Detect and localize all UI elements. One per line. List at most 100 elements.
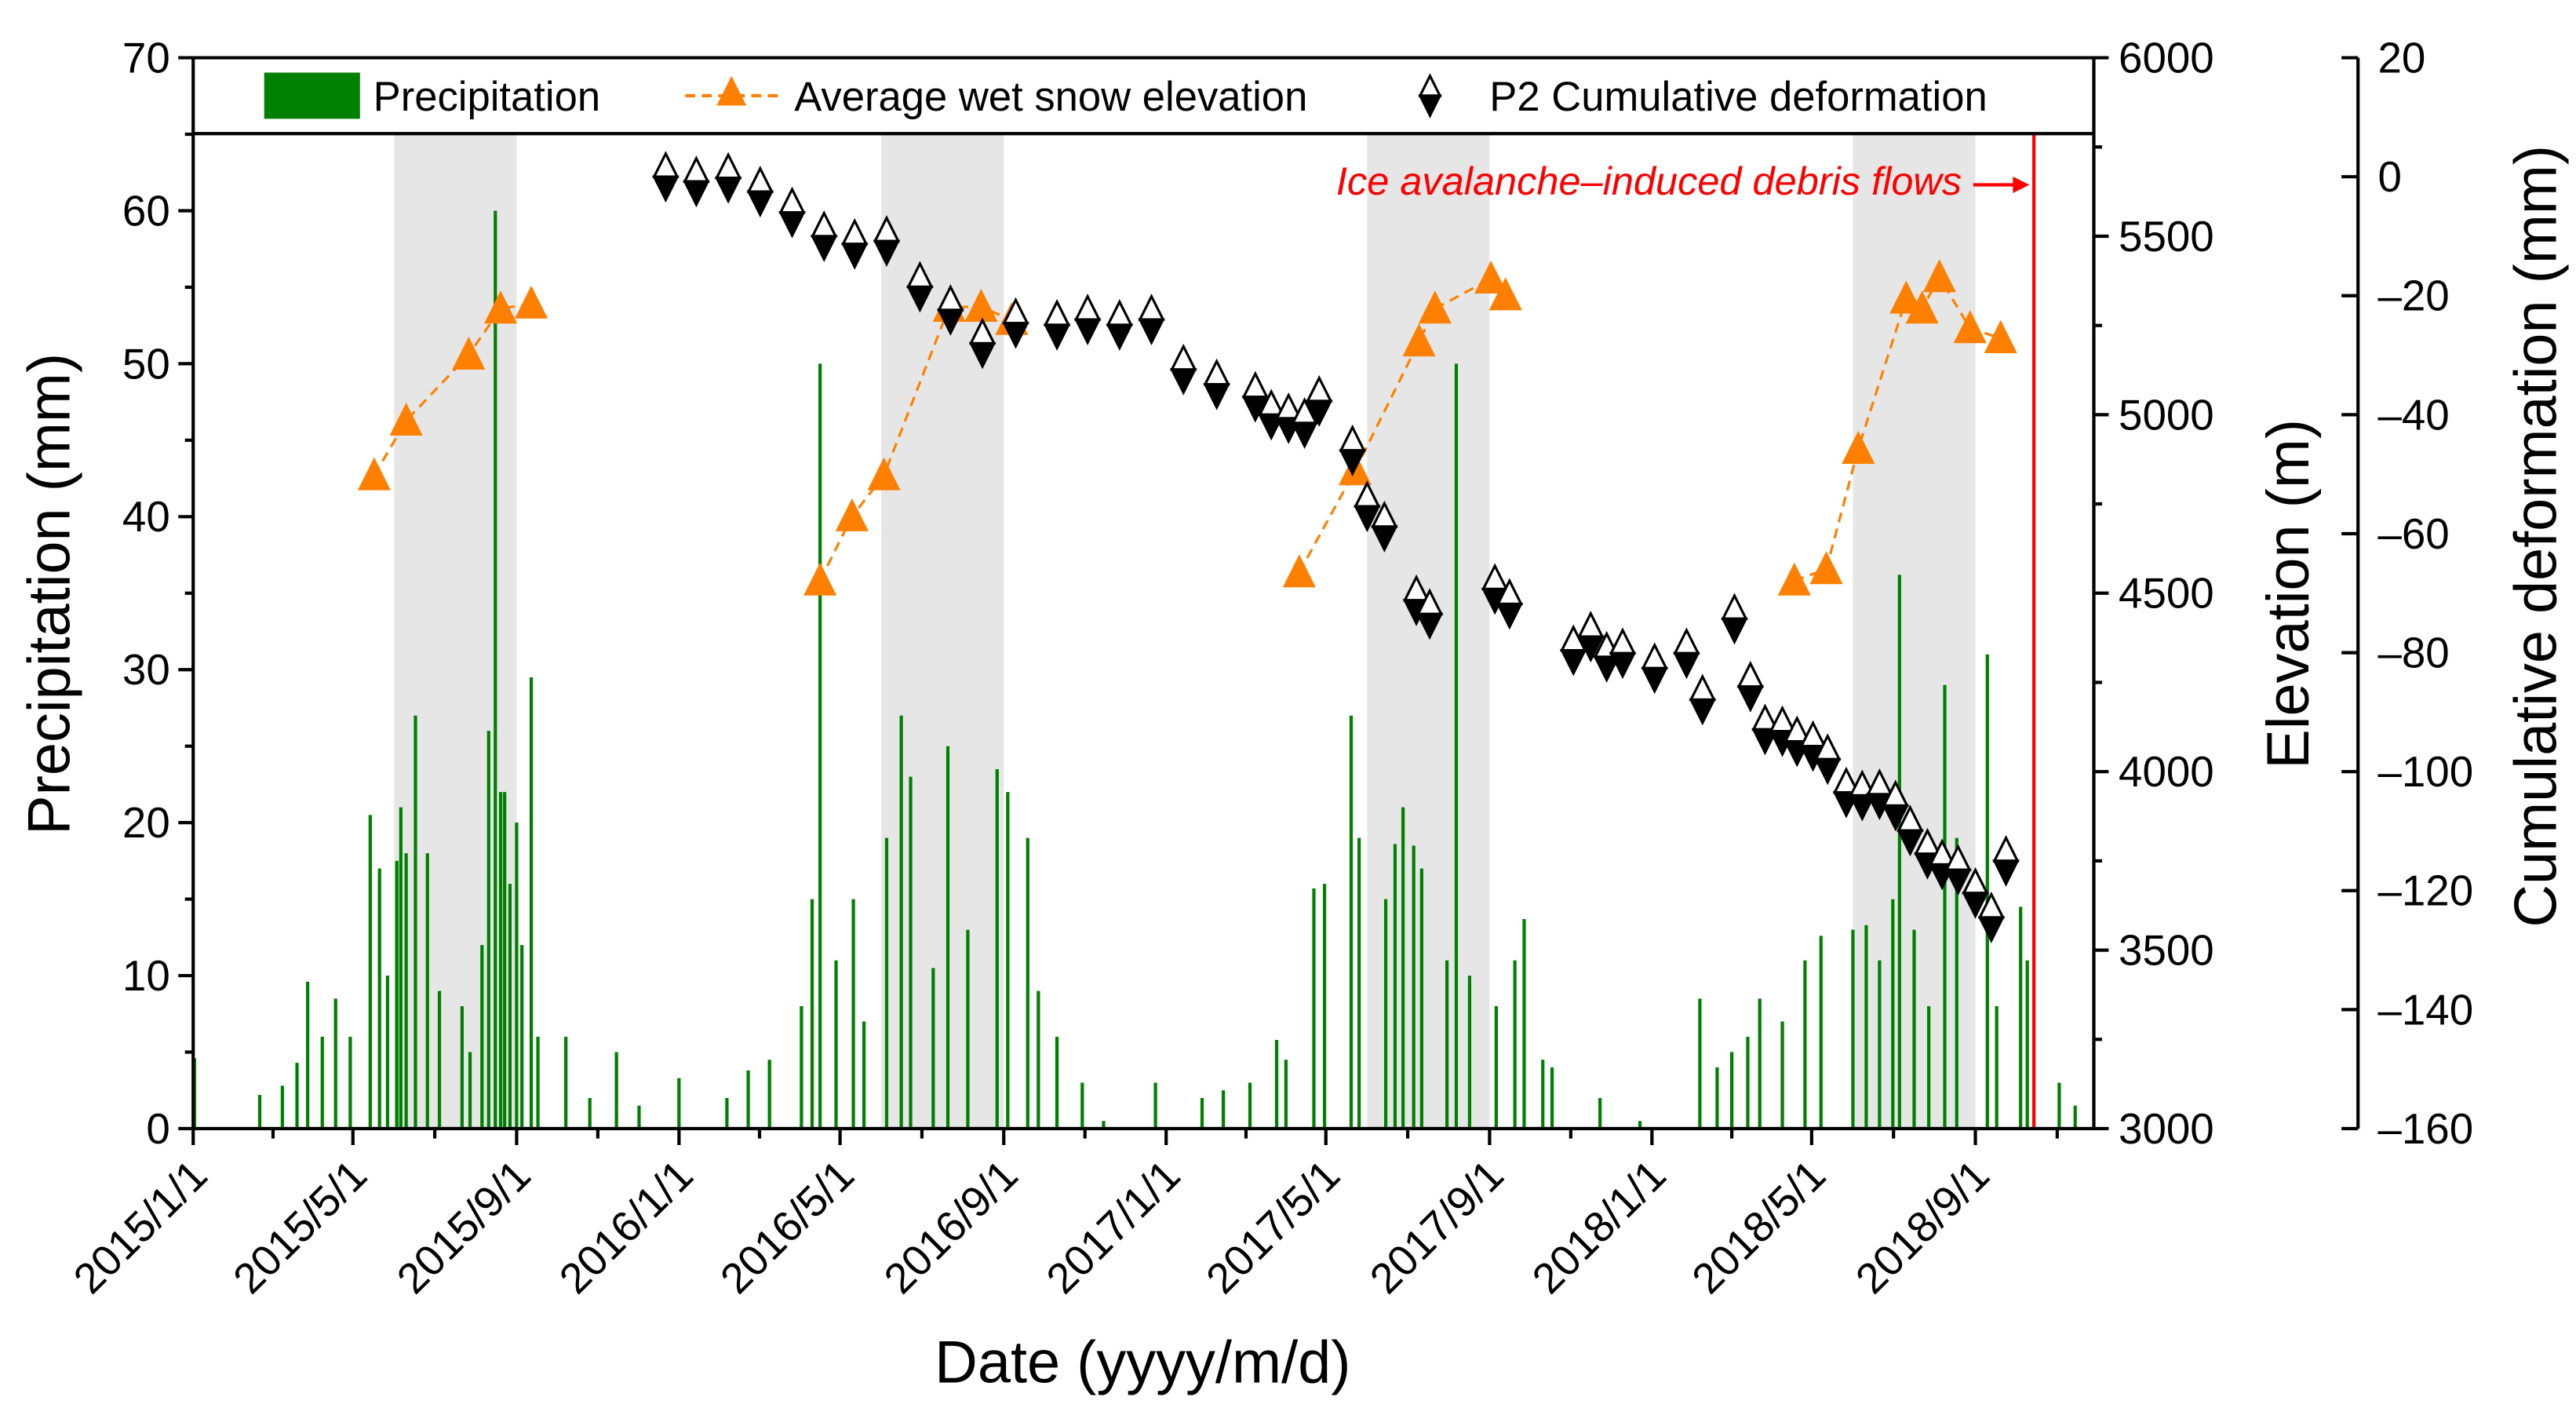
deformation-point-bottom <box>746 190 774 218</box>
snow-point <box>867 457 901 491</box>
deformation-point-top <box>1689 673 1717 702</box>
deformation-point-bottom <box>778 211 806 239</box>
snow-point <box>803 562 837 596</box>
deformation-tick-label: –40 <box>2377 390 2449 439</box>
deformation-point <box>652 151 680 203</box>
deformation-point <box>1577 611 1605 663</box>
x-axis-title: Date (yyyy/m/d) <box>935 1330 1350 1396</box>
deformation-point <box>1354 480 1381 533</box>
deformation-point-bottom <box>1291 421 1318 449</box>
deformation-point <box>1339 424 1366 476</box>
deformation-point <box>810 210 838 262</box>
deformation-point <box>1944 844 1972 896</box>
snow-point <box>1905 290 1939 324</box>
deformation-point <box>1721 593 1748 645</box>
snow-point <box>1418 290 1452 324</box>
deformation-point <box>1992 834 2020 887</box>
left-tick-label: 30 <box>122 645 170 694</box>
deformation-point-bottom <box>1721 617 1748 645</box>
elevation-tick-label: 3500 <box>2119 926 2214 975</box>
legend-precip-label: Precipitation <box>373 74 600 120</box>
deformation-point-bottom <box>937 308 964 336</box>
elevation-tick-label: 5500 <box>2119 212 2214 261</box>
deformation-point <box>1689 673 1717 726</box>
event-annotation: Ice avalanche–induced debris flows <box>1336 159 1962 203</box>
deformation-point <box>1106 298 1134 351</box>
deformation-point-bottom <box>1751 728 1779 756</box>
x-tick-label: 2018/9/1 <box>1846 1151 1998 1303</box>
snow-point <box>1842 430 1875 464</box>
deformation-tick-label: –20 <box>2377 272 2449 320</box>
x-tick-label: 2015/9/1 <box>388 1151 540 1303</box>
deformation-point <box>1002 297 1029 349</box>
deformation-point <box>1496 578 1524 630</box>
deformation-point <box>1241 370 1270 423</box>
x-tick-label: 2017/9/1 <box>1360 1151 1512 1303</box>
snow-point <box>389 402 423 436</box>
left-tick-label: 50 <box>122 339 170 388</box>
snow-point <box>1282 554 1316 588</box>
snow-point <box>515 285 548 319</box>
snow-point <box>357 457 391 491</box>
elevation-axis-title: Elevation (m) <box>2255 419 2322 769</box>
elevation-tick-label: 4000 <box>2119 747 2214 796</box>
deformation-point <box>1043 298 1071 351</box>
x-tick-label: 2015/1/1 <box>64 1151 216 1303</box>
deformation-point-top <box>1609 627 1637 655</box>
deformation-point <box>1138 294 1165 346</box>
snow-point <box>1809 551 1843 585</box>
deformation-point-bottom <box>1962 892 1989 919</box>
deformation-point-bottom <box>1593 655 1620 683</box>
deformation-point <box>1371 500 1398 553</box>
deformation-point-bottom <box>840 243 869 270</box>
deformation-point <box>1849 769 1876 822</box>
snow-point <box>964 288 998 322</box>
deformation-point-bottom <box>1882 804 1910 832</box>
deformation-tick-label: –140 <box>2377 985 2473 1034</box>
deformation-point <box>1896 804 1924 857</box>
deformation-tick-label: –120 <box>2377 866 2473 915</box>
deformation-point-bottom <box>906 285 934 313</box>
x-tick-label: 2016/5/1 <box>711 1151 863 1303</box>
deformation-tick-label: –100 <box>2377 747 2473 796</box>
deformation-point-top <box>1769 705 1796 733</box>
deformation-point <box>1882 779 1910 832</box>
deformation-point-bottom <box>1106 323 1134 351</box>
deformation-point <box>683 155 710 208</box>
snow-point <box>1402 323 1436 357</box>
deformation-point <box>937 284 964 336</box>
deformation-point-bottom <box>1305 399 1333 427</box>
deformation-point-bottom <box>714 177 742 204</box>
deformation-point <box>1813 733 1842 786</box>
deformation-point-bottom <box>1944 868 1972 896</box>
deformation-point-bottom <box>1609 651 1637 680</box>
snow-point <box>1889 280 1923 314</box>
snow-line <box>1794 275 2002 582</box>
deformation-point <box>1736 660 1765 713</box>
deformation-point-top <box>1673 627 1700 655</box>
legend-precip-swatch <box>264 72 360 119</box>
deformation-point-bottom <box>1992 859 2020 887</box>
deformation-point <box>873 215 901 268</box>
deformation-point-bottom <box>1849 793 1876 822</box>
deformation-point-bottom <box>1673 651 1700 680</box>
deformation-point-top <box>1043 298 1071 326</box>
deformation-point-bottom <box>1339 449 1366 476</box>
left-tick-label: 20 <box>122 798 170 847</box>
deformation-point <box>1609 627 1637 680</box>
deformation-point-bottom <box>1896 829 1924 857</box>
deformation-point-bottom <box>683 180 710 208</box>
deformation-point <box>1593 630 1620 683</box>
x-tick-label: 2016/1/1 <box>549 1151 701 1303</box>
left-tick-label: 10 <box>122 951 170 1000</box>
deformation-point-bottom <box>1577 635 1605 663</box>
deformation-point-top <box>683 155 710 183</box>
deformation-point-bottom <box>1073 318 1102 346</box>
x-tick-label: 2017/1/1 <box>1037 1151 1189 1303</box>
deformation-point <box>778 186 806 239</box>
deformation-point <box>1291 397 1318 449</box>
deformation-point-top <box>1106 298 1134 326</box>
deformation-point-bottom <box>873 239 901 268</box>
deformation-point <box>714 151 742 204</box>
